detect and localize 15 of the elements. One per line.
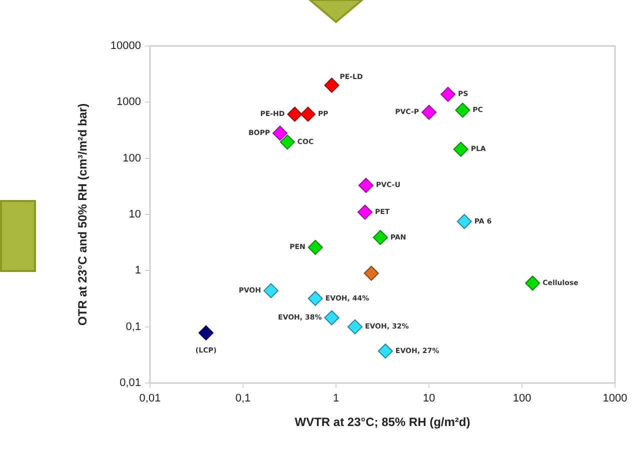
y-tick-label: 0,1 [126,320,141,333]
x-tick-label: 1 [332,392,340,405]
y-axis-title: OTR at 23°C and 50% RH (cm³/m²d bar) [76,103,90,326]
y-tick-label: 0,01 [120,377,141,390]
x-tick-label: 1000 [602,392,628,405]
y-tick-label: 100 [122,152,141,164]
y-tick-label: 1000 [116,96,141,108]
y-tick-label: 10000 [110,40,141,52]
x-tick-label: 10 [422,392,436,405]
x-tick-label: 0,1 [235,392,251,405]
y-tick-label: 10 [128,208,141,221]
x-axis-title: WVTR at 23°C; 85% RH (g/m²d) [294,415,470,430]
x-tick-label: 0,01 [139,392,161,405]
y-tick-label: 1 [134,264,141,277]
x-tick-label: 100 [512,392,532,405]
